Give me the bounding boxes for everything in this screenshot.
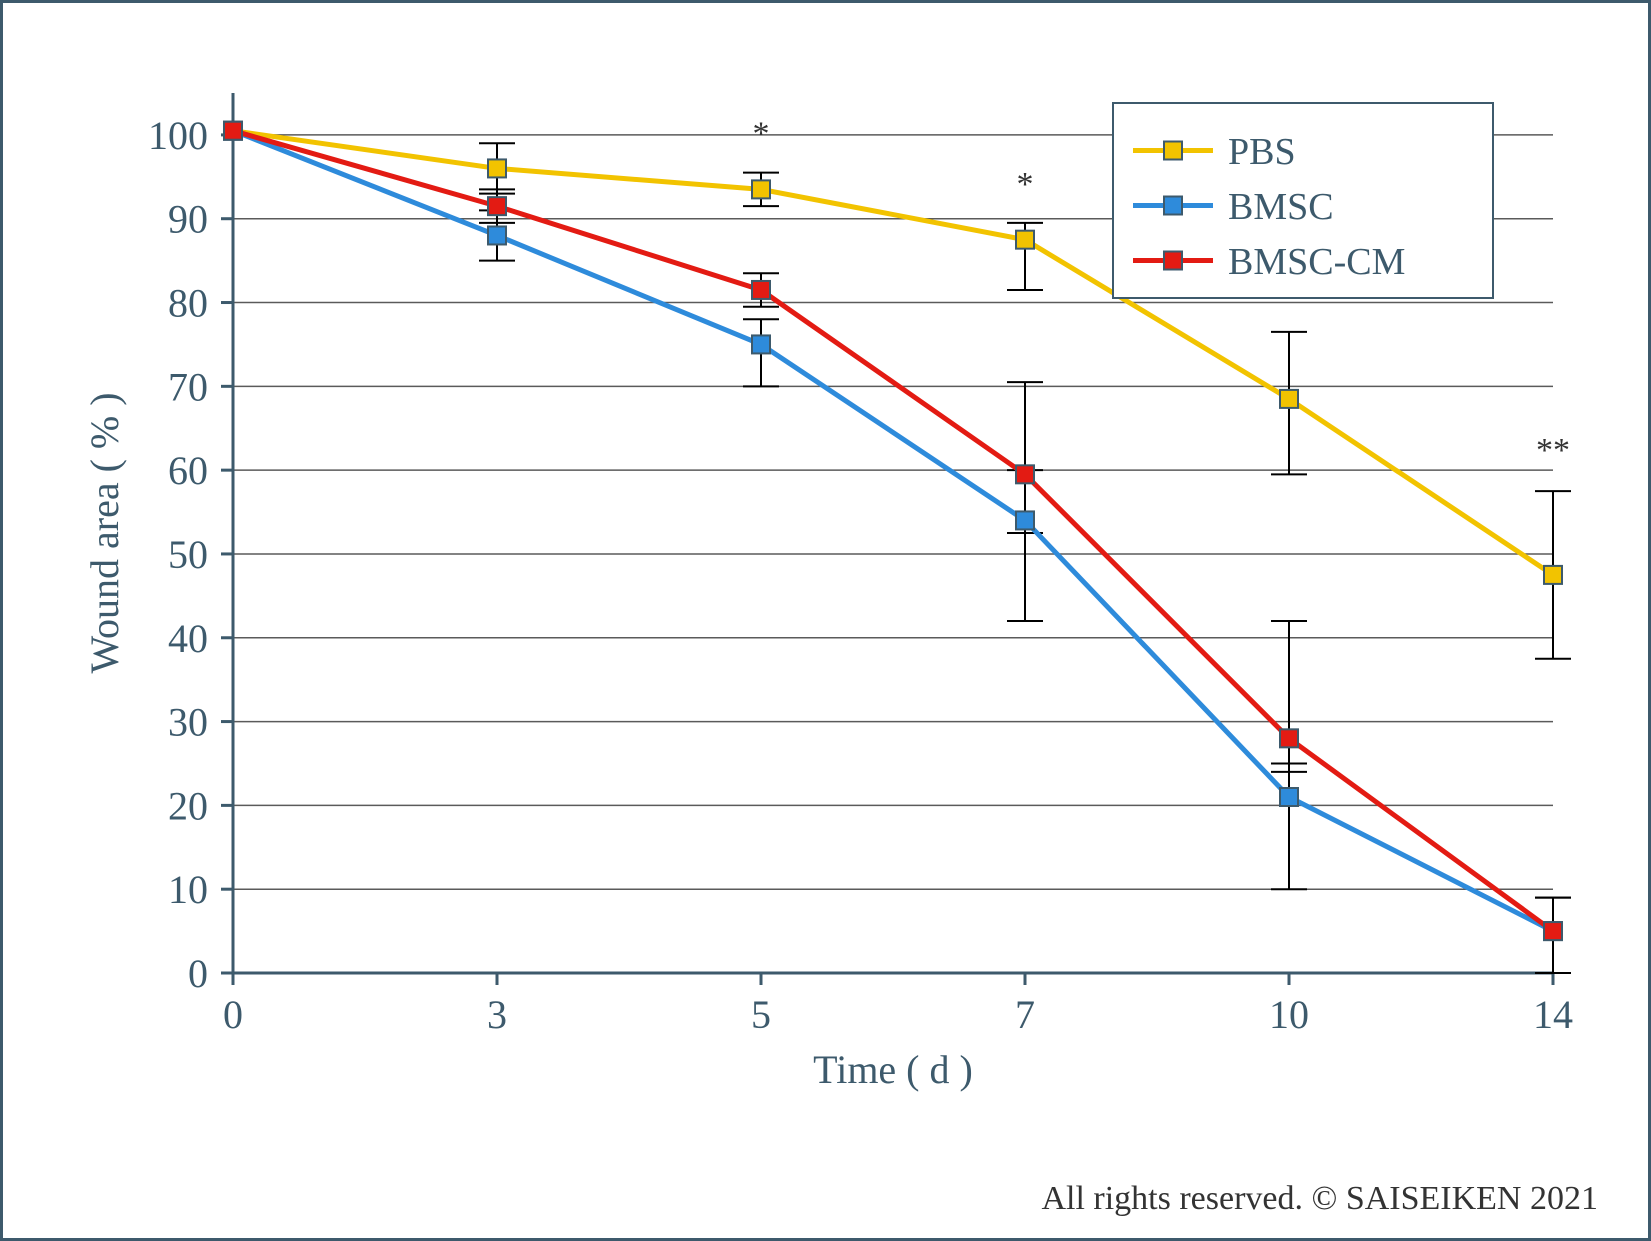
svg-text:5: 5 [751,992,771,1037]
svg-text:BMSC: BMSC [1228,186,1334,228]
svg-text:BMSC-CM: BMSC-CM [1228,241,1405,283]
figure-frame: 0 10 20 30 40 50 60 70 80 90 100 0 3 5 7 10 14 Time ( d )… [0,0,1651,1241]
svg-text:20: 20 [168,783,208,828]
svg-text:7: 7 [1015,992,1035,1037]
svg-text:Wound area ( % ): Wound area ( % ) [82,392,127,673]
svg-text:50: 50 [168,532,208,577]
svg-text:80: 80 [168,281,208,326]
copyright-text: All rights reserved. © SAISEIKEN 2021 [1041,1180,1598,1218]
svg-text:14: 14 [1533,992,1573,1037]
svg-text:PBS: PBS [1228,131,1296,173]
chart-container: 0 10 20 30 40 50 60 70 80 90 100 0 3 5 7 10 14 Time ( d )… [53,53,1603,1133]
wound-area-chart: 0 10 20 30 40 50 60 70 80 90 100 0 3 5 7 10 14 Time ( d )… [53,53,1603,1133]
svg-text:90: 90 [168,197,208,242]
svg-text:70: 70 [168,364,208,409]
svg-text:10: 10 [168,867,208,912]
svg-text:60: 60 [168,448,208,493]
svg-text:30: 30 [168,700,208,745]
svg-text:100: 100 [148,113,208,158]
svg-text:Time ( d ): Time ( d ) [813,1047,973,1092]
svg-text:10: 10 [1269,992,1309,1037]
svg-text:*: * [1017,166,1034,203]
svg-text:*: * [753,116,770,153]
svg-text:3: 3 [487,992,507,1037]
svg-text:0: 0 [188,951,208,996]
svg-text:**: ** [1536,432,1570,469]
svg-text:0: 0 [223,992,243,1037]
svg-text:40: 40 [168,616,208,661]
